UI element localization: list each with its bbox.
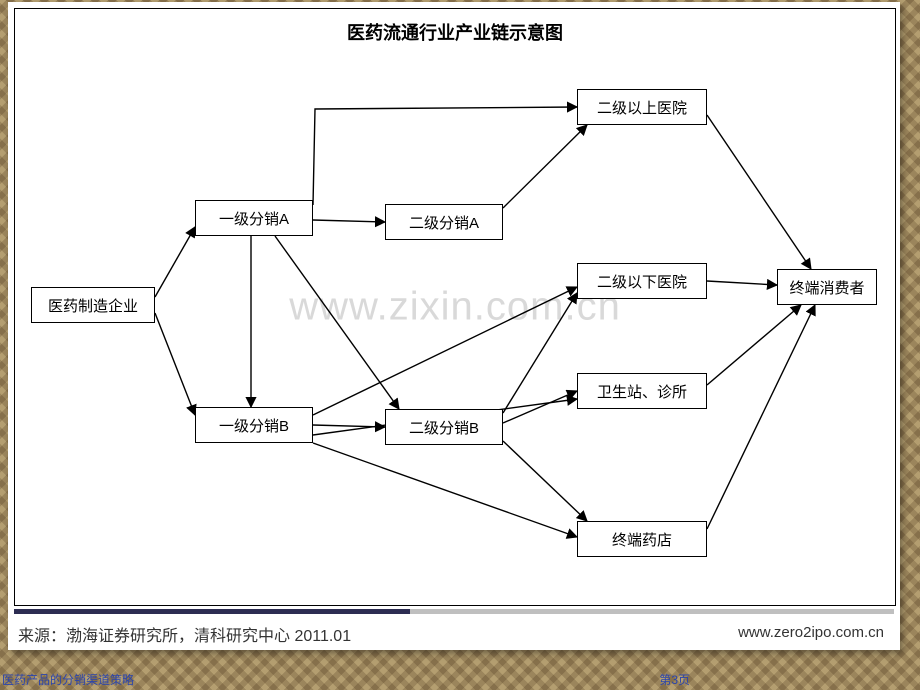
node-d1b: 一级分销B [195, 407, 313, 443]
edge-d2b-pharm [503, 441, 587, 521]
node-mfg: 医药制造企业 [31, 287, 155, 323]
edge-d1a-d2a [313, 220, 385, 222]
edge-d1a-h2up [313, 107, 577, 205]
node-clinic: 卫生站、诊所 [577, 373, 707, 409]
slide-card: 医药流通行业产业链示意图 www.zixin.com.cn 医药制造企业一级分销… [8, 2, 900, 650]
edge-d2b-h2dn [503, 293, 577, 413]
footer-right: 第3页 [659, 671, 690, 688]
edge-d2a-h2up [503, 125, 587, 208]
edge-h2dn-cons [707, 281, 777, 285]
node-pharm: 终端药店 [577, 521, 707, 557]
node-d1a: 一级分销A [195, 200, 313, 236]
node-h2up: 二级以上医院 [577, 89, 707, 125]
node-d2b: 二级分销B [385, 409, 503, 445]
edge-clinic-cons [707, 305, 801, 385]
edge-mfg-d1b [155, 313, 195, 415]
source-text: 来源：渤海证券研究所，清科研究中心 2011.01 [18, 622, 351, 646]
node-d2a: 二级分销A [385, 204, 503, 240]
edge-h2up-cons [707, 115, 811, 269]
site-url: www.zero2ipo.com.cn [738, 624, 884, 641]
node-cons: 终端消费者 [777, 269, 877, 305]
edge-mfg-d1a [155, 227, 195, 297]
edge-d1b-pharm [313, 443, 577, 537]
diagram-frame: 医药流通行业产业链示意图 www.zixin.com.cn 医药制造企业一级分销… [14, 8, 896, 606]
edge-d1b-h2dn [313, 287, 577, 415]
node-h2dn: 二级以下医院 [577, 263, 707, 299]
divider-bar [14, 609, 894, 614]
footer-left: 医药产品的分销渠道策略 [2, 671, 134, 688]
